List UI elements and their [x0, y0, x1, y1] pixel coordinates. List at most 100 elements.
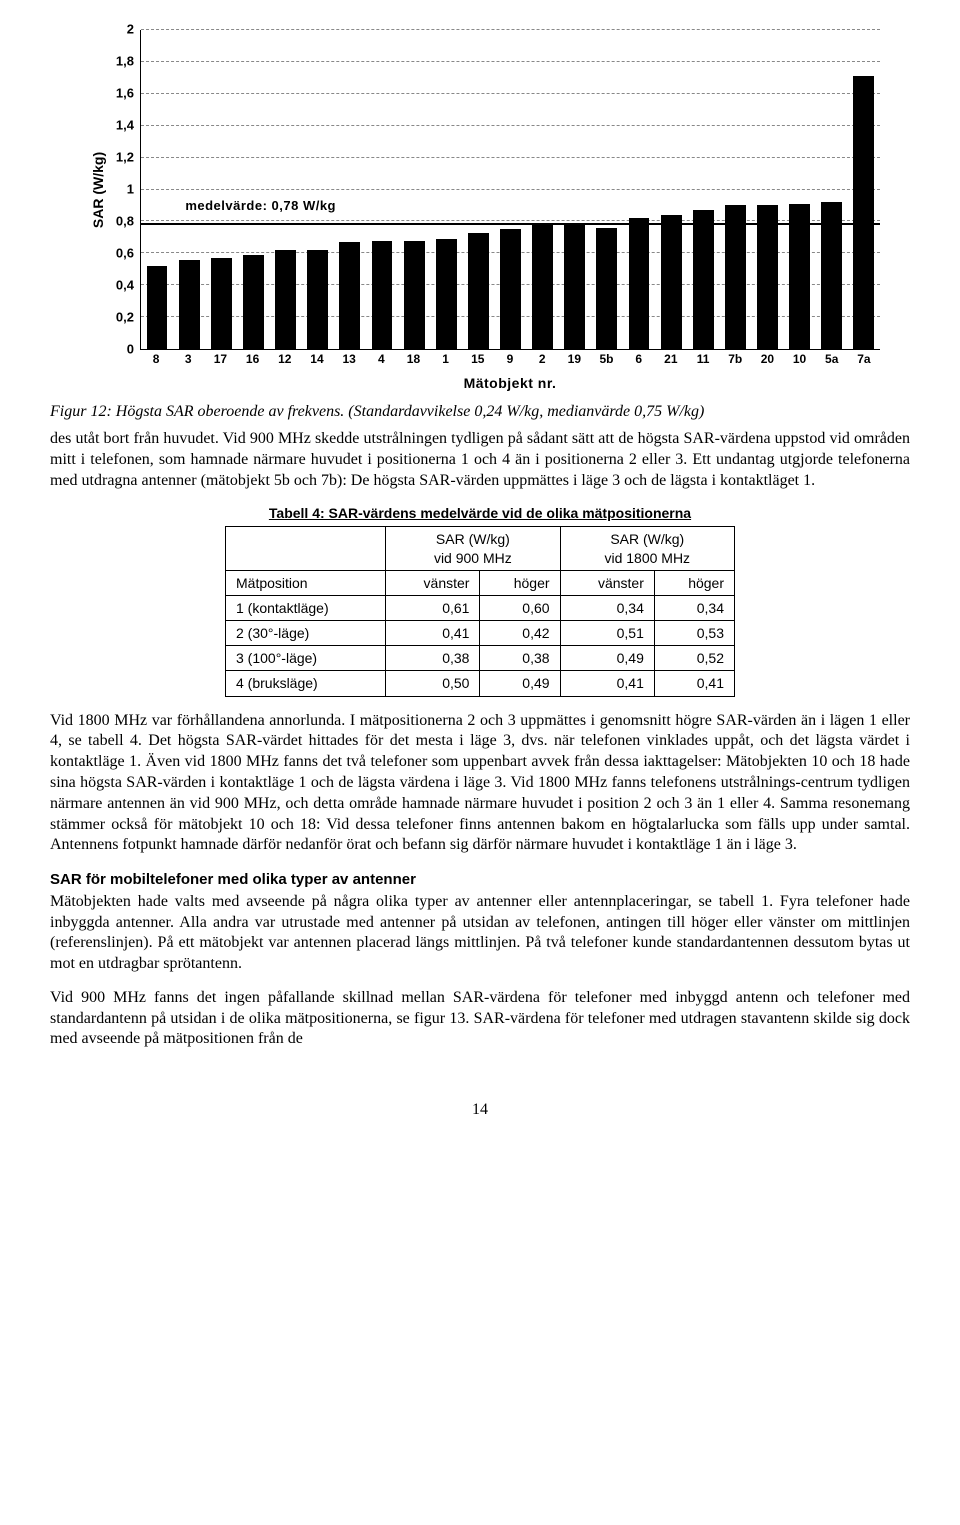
- sar-bar-chart: SAR (W/kg) 0 0,2 0,4 0,6 0,8 1 1,2 1,4 1,6 1,8 2 m…: [80, 30, 880, 392]
- x-tick: 6: [635, 352, 642, 368]
- table-caption: Tabell 4: SAR-värdens medelvärde vid de …: [225, 504, 735, 522]
- table-cell: 0,41: [560, 671, 654, 696]
- x-tick: 21: [664, 352, 677, 368]
- table-cell: 0,34: [654, 595, 734, 620]
- y-tick: 0,4: [116, 278, 134, 295]
- table-cell: 0,53: [654, 621, 734, 646]
- bar: [147, 266, 168, 349]
- bar: [789, 204, 810, 349]
- bar: [179, 260, 200, 349]
- table-cell: 0,42: [480, 621, 560, 646]
- x-tick: 19: [568, 352, 581, 368]
- table-cell: 0,41: [654, 671, 734, 696]
- y-tick: 1: [127, 182, 134, 199]
- table-cell: [226, 527, 386, 570]
- table-cell: 2 (30°-läge): [226, 621, 386, 646]
- bar: [853, 76, 874, 349]
- x-tick: 5b: [600, 352, 614, 368]
- table-cell: 0,52: [654, 646, 734, 671]
- x-axis: 8 3 17 16 12 14 13 4 18 1 15 9 2 19 5b 6 21 11 7b 20 10 5a 7a: [140, 350, 880, 370]
- sar-table: Tabell 4: SAR-värdens medelvärde vid de …: [225, 504, 735, 697]
- section-heading: SAR för mobiltelefoner med olika typer a…: [50, 870, 910, 890]
- table-cell: höger: [654, 570, 734, 595]
- bar: [275, 250, 296, 349]
- x-tick: 13: [342, 352, 355, 368]
- x-tick: 4: [378, 352, 385, 368]
- bar: [757, 205, 778, 349]
- table-cell: 0,41: [386, 621, 480, 646]
- x-tick: 7b: [728, 352, 742, 368]
- x-tick: 16: [246, 352, 259, 368]
- table-cell: 0,34: [560, 595, 654, 620]
- y-tick: 1,2: [116, 150, 134, 167]
- table-cell: 0,49: [480, 671, 560, 696]
- x-tick: 5a: [825, 352, 838, 368]
- table-cell: SAR (W/kg) vid 900 MHz: [386, 527, 560, 570]
- bar: [564, 223, 585, 349]
- y-tick: 0,6: [116, 246, 134, 263]
- table-row: 3 (100°-läge)0,380,380,490,52: [226, 646, 735, 671]
- table-cell: Mätposition: [226, 570, 386, 595]
- y-tick: 0,2: [116, 310, 134, 327]
- table-cell: 0,50: [386, 671, 480, 696]
- y-tick: 1,8: [116, 54, 134, 71]
- bar: [532, 225, 553, 349]
- figure-caption: Figur 12: Högsta SAR oberoende av frekve…: [50, 402, 910, 423]
- x-tick: 18: [407, 352, 420, 368]
- table-cell: 0,38: [480, 646, 560, 671]
- y-tick: 0,8: [116, 214, 134, 231]
- paragraph-4: Vid 900 MHz fanns det ingen påfallande s…: [50, 988, 910, 1050]
- x-tick: 17: [214, 352, 227, 368]
- bar: [436, 239, 457, 349]
- table-row: 1 (kontaktläge)0,610,600,340,34: [226, 595, 735, 620]
- y-tick: 1,6: [116, 86, 134, 103]
- y-tick: 2: [127, 22, 134, 39]
- x-tick: 11: [697, 352, 710, 368]
- x-tick: 12: [278, 352, 291, 368]
- x-tick: 14: [310, 352, 323, 368]
- bar: [596, 228, 617, 349]
- page-number: 14: [50, 1100, 910, 1121]
- x-axis-label: Mätobjekt nr.: [140, 374, 880, 392]
- y-tick: 0: [127, 342, 134, 359]
- bar: [404, 241, 425, 349]
- x-tick: 7a: [857, 352, 870, 368]
- bar: [307, 250, 328, 349]
- bar: [693, 210, 714, 349]
- plot-area: medelvärde: 0,78 W/kg: [140, 30, 880, 350]
- table-group-header-row: SAR (W/kg) vid 900 MHz SAR (W/kg) vid 18…: [226, 527, 735, 570]
- table-cell: vänster: [386, 570, 480, 595]
- table-row: 2 (30°-läge)0,410,420,510,53: [226, 621, 735, 646]
- x-tick: 2: [539, 352, 546, 368]
- bar: [468, 233, 489, 349]
- table-cell: 1 (kontaktläge): [226, 595, 386, 620]
- table-cell: 0,51: [560, 621, 654, 646]
- table-cell: höger: [480, 570, 560, 595]
- bar: [629, 218, 650, 349]
- x-tick: 1: [442, 352, 449, 368]
- reference-line: [141, 223, 880, 225]
- paragraph-2: Vid 1800 MHz var förhållandena annorlund…: [50, 711, 910, 857]
- table-header-row: Mätposition vänster höger vänster höger: [226, 570, 735, 595]
- paragraph-1: des utåt bort från huvudet. Vid 900 MHz …: [50, 429, 910, 491]
- bar: [661, 215, 682, 349]
- table-cell: SAR (W/kg) vid 1800 MHz: [560, 527, 734, 570]
- y-axis: SAR (W/kg) 00,20,40,60,811,21,41,61,82: [80, 30, 140, 350]
- table-cell: 0,38: [386, 646, 480, 671]
- table-row: 4 (bruksläge)0,500,490,410,41: [226, 671, 735, 696]
- bar: [500, 229, 521, 349]
- x-tick: 10: [793, 352, 806, 368]
- x-tick: 8: [153, 352, 160, 368]
- table-cell: 3 (100°-läge): [226, 646, 386, 671]
- x-tick: 9: [507, 352, 514, 368]
- x-tick: 20: [761, 352, 774, 368]
- y-axis-label: SAR (W/kg): [89, 152, 107, 228]
- bar: [372, 241, 393, 349]
- bar: [243, 255, 264, 349]
- x-tick: 15: [471, 352, 484, 368]
- y-tick: 1,4: [116, 118, 134, 135]
- bar: [211, 258, 232, 349]
- x-tick: 3: [185, 352, 192, 368]
- reference-line-label: medelvärde: 0,78 W/kg: [185, 198, 336, 215]
- table-cell: vänster: [560, 570, 654, 595]
